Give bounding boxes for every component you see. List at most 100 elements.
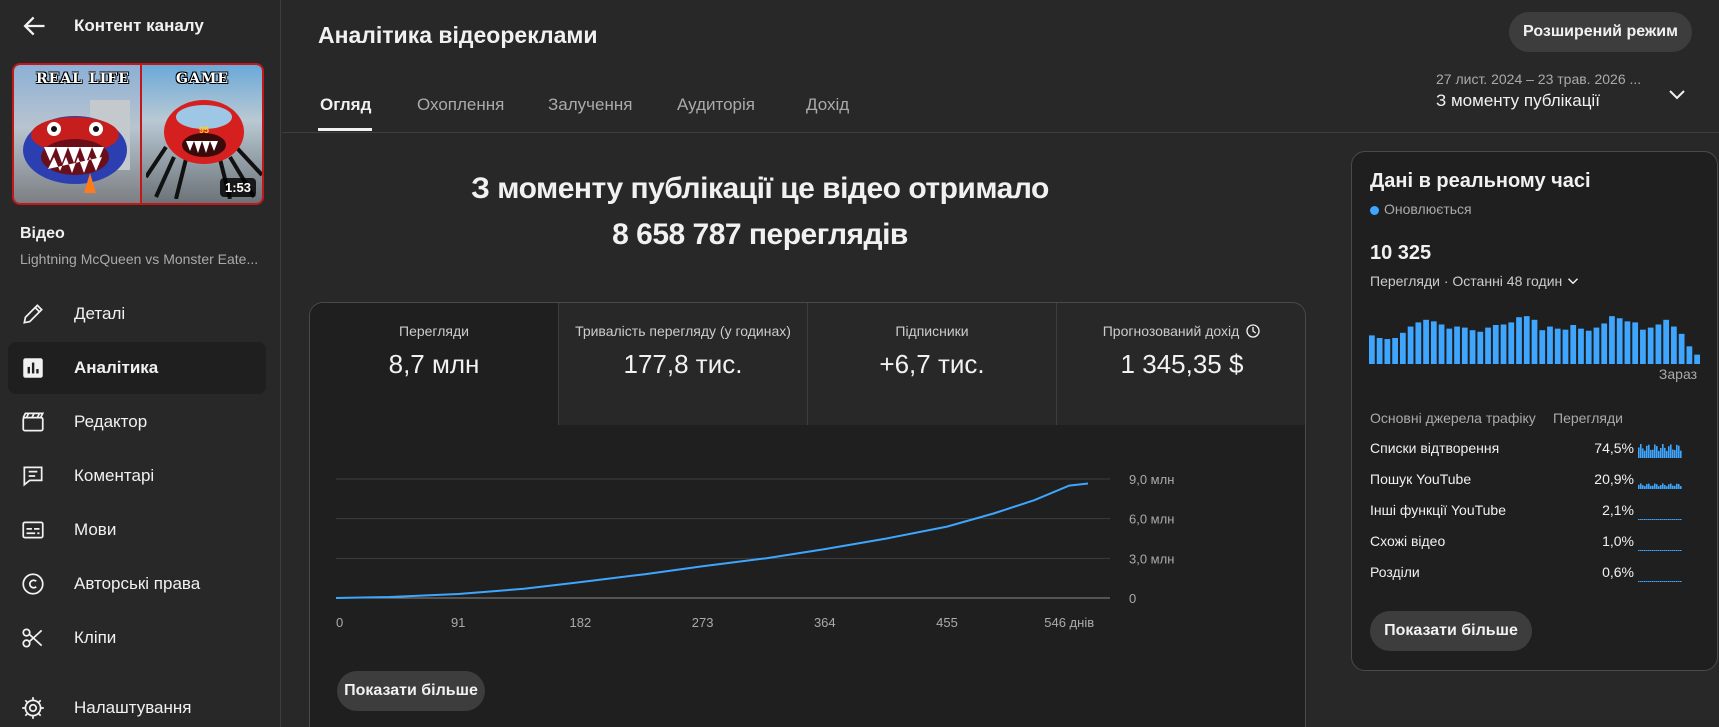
sparkline-bar (1676, 519, 1678, 520)
video-label: Відео (20, 225, 65, 242)
tab-overview[interactable]: Огляд (320, 95, 372, 114)
sparkline-bar (1666, 486, 1668, 489)
sparkline-bar (1674, 519, 1676, 520)
traffic-source-name: Списки відтворення (1370, 440, 1500, 456)
kpi-views[interactable]: Перегляди 8,7 млн (310, 303, 559, 425)
sparkline-bar (1638, 581, 1640, 582)
thumbnail-game-half: GAME 95 (140, 65, 262, 203)
subtitles-icon (22, 521, 44, 539)
realtime-bar (1423, 319, 1429, 364)
sparkline-bar (1678, 550, 1680, 551)
traffic-source-percent: 1,0% (1602, 533, 1634, 549)
realtime-bar (1485, 327, 1491, 364)
comment-icon (23, 466, 43, 487)
sparkline-bar (1654, 550, 1656, 551)
sidebar-title: Контент каналу (74, 16, 204, 35)
sparkline-bar (1668, 484, 1670, 489)
realtime-bar (1477, 331, 1484, 364)
traffic-source-row: Пошук YouTube 20,9% (1370, 471, 1698, 491)
sparkline-bar (1658, 550, 1660, 551)
realtime-bar (1547, 326, 1553, 364)
nav-item-details[interactable]: Деталі (8, 288, 266, 340)
advanced-mode-button[interactable]: Розширений режим (1509, 12, 1692, 52)
kpi-watch-time[interactable]: Тривалість перегляду (у годинах) 177,8 т… (559, 303, 808, 425)
sparkline-bar (1672, 519, 1674, 520)
traffic-source-row: Схожі відео 1,0% (1370, 533, 1698, 553)
sparkline-bar (1650, 485, 1652, 489)
realtime-bar (1430, 321, 1437, 364)
sparkline-bar (1676, 550, 1678, 551)
nav-item-languages[interactable]: Мови (8, 504, 266, 556)
realtime-bar (1578, 328, 1584, 364)
realtime-bar (1585, 330, 1592, 364)
thumbnail-caption-right: GAME (176, 71, 229, 87)
realtime-show-more-button[interactable]: Показати більше (1370, 611, 1532, 651)
chevron-down-icon[interactable] (1665, 82, 1689, 106)
sparkline-bar (1650, 550, 1652, 551)
date-range[interactable]: 27 лист. 2024 – 23 трав. 2026 ... (1436, 71, 1642, 87)
x-tick-label: 455 (936, 615, 958, 630)
realtime-bar (1508, 322, 1515, 364)
realtime-bar (1446, 328, 1453, 364)
nav-item-editor[interactable]: Редактор (8, 396, 266, 448)
sparkline-bar (1678, 519, 1680, 520)
sparkline-bar (1664, 581, 1666, 582)
clapperboard-icon (22, 412, 45, 432)
kpi-label: Перегляди (399, 323, 469, 339)
sparkline-bar (1676, 444, 1678, 458)
sparkline-bar (1652, 519, 1654, 520)
sparkline-bar (1650, 581, 1652, 582)
nav-item-comments[interactable]: Коментарі (8, 450, 266, 502)
realtime-bar (1500, 324, 1507, 364)
x-tick-label: 546 днів (1044, 615, 1094, 630)
sparkline-bar (1658, 450, 1660, 458)
back-arrow-icon[interactable] (20, 12, 48, 40)
realtime-bar (1384, 339, 1391, 364)
kpi-subscribers[interactable]: Підписники +6,7 тис. (808, 303, 1057, 425)
realtime-bar (1632, 322, 1639, 364)
tab-engagement[interactable]: Залучення (548, 95, 633, 114)
views-line-chart: 0 3,0 млн 6,0 млн 9,0 млн 0 91 182 273 364 455 546… (335, 472, 1174, 630)
realtime-status: Оновлюється (1384, 201, 1472, 217)
realtime-period-selector[interactable]: Перегляди · Останні 48 годин (1370, 272, 1582, 290)
tab-reach[interactable]: Охоплення (417, 95, 505, 114)
sparkline-bar (1674, 550, 1676, 551)
sparkline-bar (1668, 446, 1670, 458)
kpi-value: 1 345,35 $ (1120, 349, 1244, 379)
realtime-bar (1469, 330, 1476, 364)
realtime-bar (1376, 338, 1383, 364)
sparkline-bar (1674, 581, 1676, 582)
y-tick-label: 9,0 млн (1129, 472, 1174, 487)
sparkline-bar (1652, 581, 1654, 582)
tab-revenue[interactable]: Дохід (806, 95, 850, 114)
y-tick-label: 6,0 млн (1129, 512, 1174, 527)
sparkline-bar (1648, 483, 1650, 489)
sparkline-bar (1644, 581, 1646, 582)
show-more-button[interactable]: Показати більше (337, 671, 485, 711)
sparkline-bar (1644, 519, 1646, 520)
tab-audience[interactable]: Аудиторія (677, 95, 755, 114)
sparkline-bar (1652, 485, 1654, 489)
sparkline-bar (1638, 550, 1640, 551)
sparkline-bar (1646, 445, 1648, 458)
spider-car-image: 95 (146, 100, 262, 199)
realtime-subtitle: Перегляди · Останні 48 годин (1370, 273, 1563, 289)
sparkline-bar (1670, 581, 1672, 582)
nav-item-settings[interactable]: Налаштування (8, 682, 266, 727)
nav-item-clips[interactable]: Кліпи (8, 612, 266, 664)
sparkline-bar (1664, 550, 1666, 551)
gear-icon (22, 697, 44, 719)
sparkline-bar (1680, 450, 1682, 458)
kpi-label: Підписники (895, 323, 969, 339)
date-period[interactable]: З моменту публікації (1436, 91, 1600, 110)
sparkline-bar (1674, 450, 1676, 458)
sparkline-bar (1648, 581, 1650, 582)
kpi-estimated-revenue[interactable]: Прогнозований дохід 1 345,35 $ (1057, 303, 1305, 425)
sparkline-bar (1662, 483, 1664, 489)
sparkline-bar (1662, 581, 1664, 582)
nav-item-analytics[interactable]: Аналітика (8, 342, 266, 394)
sparkline-bar (1646, 581, 1648, 582)
sparkline-bar (1648, 444, 1650, 458)
nav-item-copyright[interactable]: Авторські права (8, 558, 266, 610)
video-thumbnail[interactable]: REAL LIFE GAME 95 (12, 63, 264, 205)
